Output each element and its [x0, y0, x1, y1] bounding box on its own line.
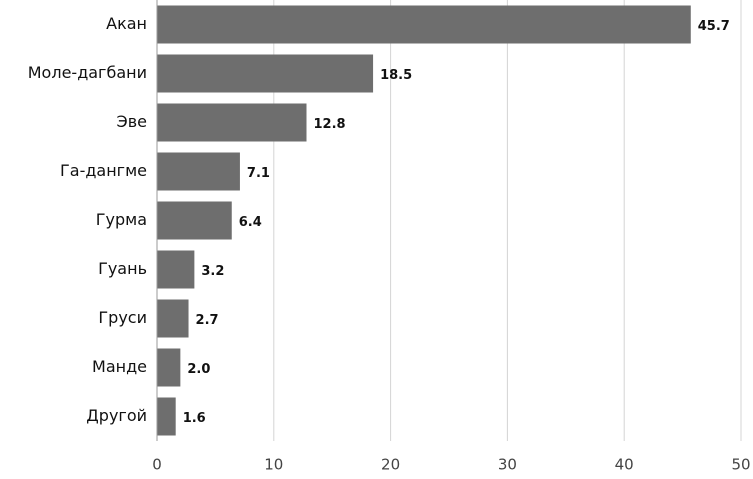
- value-label: 6.4: [239, 215, 262, 230]
- x-tick-label: 30: [498, 456, 517, 474]
- value-label: 7.1: [247, 166, 270, 181]
- y-tick-label: Другой: [86, 406, 147, 425]
- bar: [157, 250, 195, 289]
- y-tick-label: Моле-дагбани: [28, 63, 147, 82]
- x-tick-label: 50: [731, 456, 750, 474]
- x-tick-label: 0: [152, 456, 162, 474]
- value-label: 12.8: [314, 117, 346, 132]
- value-label: 2.0: [187, 362, 210, 377]
- y-tick-label: Манде: [92, 357, 147, 376]
- bar: [157, 201, 232, 240]
- y-tick-label: Акан: [106, 14, 147, 33]
- bar: [157, 299, 189, 338]
- bar: [157, 152, 240, 191]
- x-tick-label: 20: [381, 456, 400, 474]
- bar: [157, 103, 307, 142]
- value-label: 3.2: [201, 264, 224, 279]
- bar: [157, 5, 691, 44]
- bar: [157, 348, 181, 387]
- x-tick-label: 40: [615, 456, 634, 474]
- value-label: 1.6: [183, 411, 206, 426]
- y-tick-label: Гурма: [96, 210, 147, 229]
- bar: [157, 54, 374, 93]
- y-tick-label: Груси: [98, 308, 147, 327]
- value-label: 45.7: [698, 19, 730, 34]
- x-tick-label: 10: [264, 456, 283, 474]
- y-tick-label: Га-дангме: [60, 161, 147, 180]
- bar: [157, 397, 176, 436]
- value-label: 2.7: [196, 313, 219, 328]
- y-tick-label: Эве: [117, 112, 147, 131]
- y-tick-label: Гуань: [98, 259, 147, 278]
- value-label: 18.5: [380, 68, 412, 83]
